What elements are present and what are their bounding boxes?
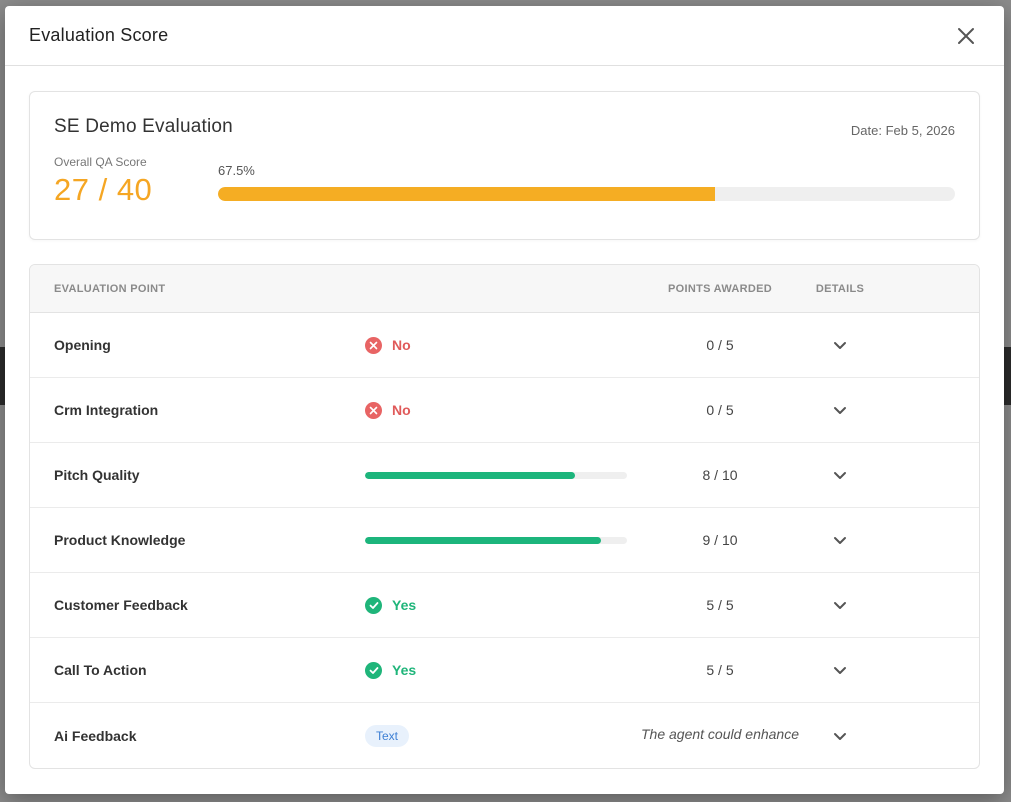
result-text: No [392,402,411,418]
points-awarded: 0 / 5 [706,337,734,353]
row-result: No [365,401,655,419]
row-result: Yes [365,596,655,614]
chevron-down-icon [834,732,846,740]
score-bar-fill [365,536,601,544]
chevron-down-icon [834,667,846,674]
details-cell [785,728,880,744]
evaluation-date: Date: Feb 5, 2026 [850,123,955,138]
table-row: Opening No 0 / 5 [30,313,979,378]
check-circle-icon [365,596,382,614]
close-icon [958,27,974,44]
overall-score: Overall QA Score 27 / 40 [54,155,218,208]
row-label: Call To Action [54,662,147,678]
table-row: Ai Feedback Text The agent could enhance [30,703,979,768]
row-result: Yes [365,661,655,679]
points-awarded: 8 / 10 [702,467,738,483]
row-label: Crm Integration [54,402,159,418]
progress-fill [218,187,716,201]
score-bar [365,471,627,479]
result-text: No [392,337,411,353]
result-text: Yes [392,662,417,678]
header-details: DETAILS [815,282,865,295]
x-circle-icon [365,336,382,354]
chevron-down-icon [834,407,846,414]
points-awarded: 0 / 5 [706,402,734,418]
details-cell [785,662,880,678]
evaluation-table: EVALUATION POINT POINTS AWARDED DETAILS … [29,264,980,769]
points-awarded: 5 / 5 [706,662,734,678]
check-circle-icon [365,661,382,679]
details-cell [785,337,880,353]
details-cell [785,402,880,418]
chevron-down-icon [834,537,846,544]
summary-card: SE Demo Evaluation Date: Feb 5, 2026 Ove… [29,91,980,240]
row-result: No [365,336,655,354]
row-result: Text [365,724,655,747]
expand-details-button[interactable] [833,732,847,741]
score-percent: 67.5% [218,163,255,178]
modal-title: Evaluation Score [29,25,169,45]
score-label: Overall QA Score [54,155,147,169]
table-row: Call To Action Yes 5 / 5 [30,638,979,703]
expand-details-button[interactable] [833,471,847,480]
chevron-down-icon [834,472,846,479]
score-value: 27 / 40 [54,172,153,207]
feedback-preview: The agent could enhance [640,726,799,742]
row-label: Product Knowledge [54,532,186,548]
row-result [365,536,655,544]
expand-details-button[interactable] [833,406,847,415]
header-points-awarded: POINTS AWARDED [667,282,773,295]
progress-track [218,187,955,201]
table-row: Pitch Quality 8 / 10 [30,443,979,508]
chevron-down-icon [834,342,846,349]
evaluation-name: SE Demo Evaluation [54,116,233,137]
table-row: Product Knowledge 9 / 10 [30,508,979,573]
score-bar-fill [365,471,575,479]
table-row: Customer Feedback Yes 5 / 5 [30,573,979,638]
row-label: Opening [54,337,111,353]
points-awarded: 9 / 10 [702,532,738,548]
evaluation-score-modal: Evaluation Score SE Demo Evaluation Date… [5,6,1004,794]
details-cell [785,532,880,548]
header-evaluation-point: EVALUATION POINT [54,282,166,295]
expand-details-button[interactable] [833,666,847,675]
close-button[interactable] [952,22,980,50]
table-body: Opening No 0 / 5 Crm Integration No 0 / 5 Pitc… [30,313,979,768]
x-circle-icon [365,401,382,419]
row-result [365,471,655,479]
chevron-down-icon [834,602,846,609]
points-awarded: 5 / 5 [706,597,734,613]
table-header: EVALUATION POINT POINTS AWARDED DETAILS [30,265,979,313]
expand-details-button[interactable] [833,341,847,350]
table-row: Crm Integration No 0 / 5 [30,378,979,443]
score-bar [365,536,627,544]
details-cell [785,467,880,483]
type-chip: Text [365,724,410,747]
row-label: Customer Feedback [54,597,188,613]
result-text: Yes [392,597,417,613]
expand-details-button[interactable] [833,536,847,545]
score-progress: 67.5% [218,155,955,208]
row-label: Ai Feedback [54,727,137,744]
expand-details-button[interactable] [833,601,847,610]
row-label: Pitch Quality [54,467,140,483]
modal-body: SE Demo Evaluation Date: Feb 5, 2026 Ove… [5,66,1004,769]
details-cell [785,597,880,613]
modal-header: Evaluation Score [5,6,1004,66]
